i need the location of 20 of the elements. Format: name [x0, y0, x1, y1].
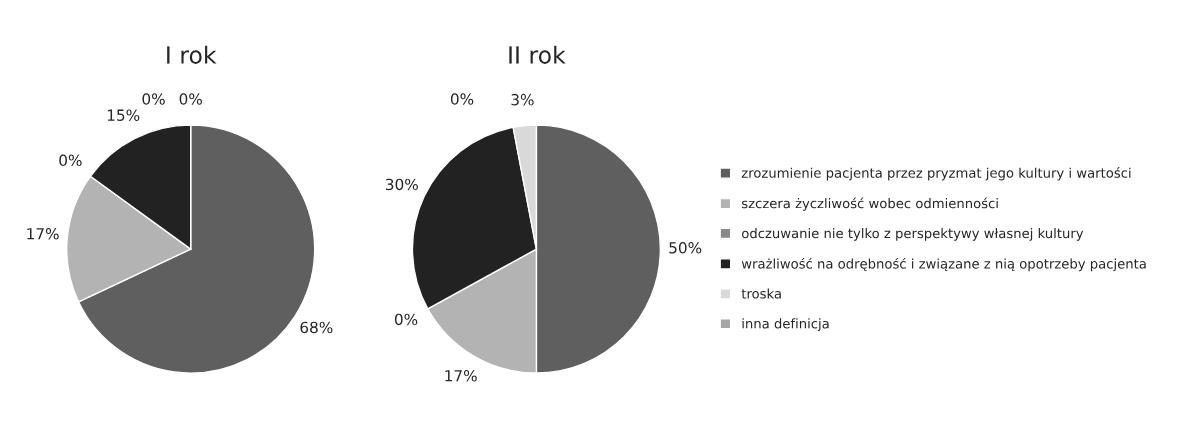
text: 0%	[394, 313, 418, 326]
legend-label: odczuwanie nie tylko z perspektywy własnej kultury	[742, 228, 1084, 241]
text: 0%	[179, 93, 202, 105]
data-label: 30%	[385, 178, 418, 191]
text: 0%	[142, 93, 165, 105]
chart-title: I rok	[167, 45, 217, 64]
data-label: 3%	[511, 93, 534, 106]
data-label: 17%	[27, 227, 59, 240]
chart-title: II rok	[509, 45, 566, 64]
legend-label: inna definicja	[742, 318, 829, 332]
legend-label: wrażliwość na odrębność i związane z nią opotrzeby pacjenta	[741, 257, 1146, 272]
legend-label: troska	[741, 288, 781, 299]
data-label: 17%	[445, 370, 477, 382]
data-label: 15%	[107, 109, 140, 121]
legend-label: zrozumienie pacjenta przez pryzmat jego kultury i wartości	[741, 167, 1131, 181]
data-label: 68%	[300, 321, 333, 334]
legend-label: szczera życzliwość wobec odmienności	[741, 197, 998, 211]
data-label: 50%	[669, 241, 702, 254]
text: 0%	[59, 154, 82, 167]
text: 0%	[450, 93, 474, 105]
